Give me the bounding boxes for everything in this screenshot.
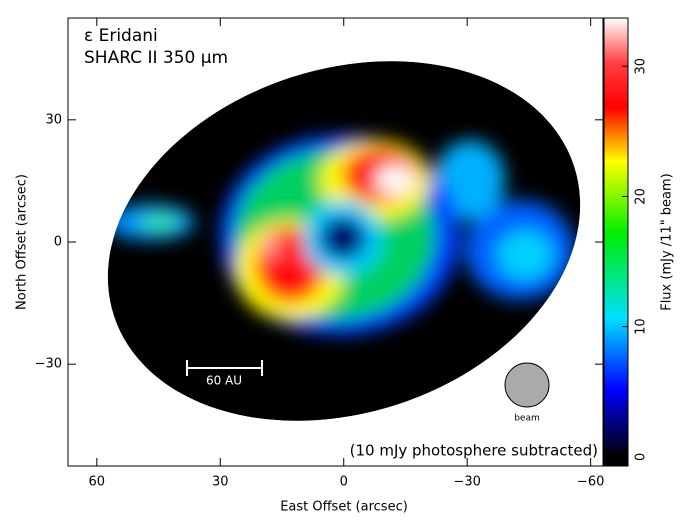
x-tick-label: −30 <box>453 475 480 490</box>
x-axis-label: East Offset (arcsec) <box>280 500 408 515</box>
note: (10 mJy photosphere subtracted) <box>350 442 598 460</box>
colorbar <box>603 17 629 467</box>
subtitle: SHARC II 350 μm <box>84 48 228 68</box>
y-tick-label: 0 <box>54 235 62 250</box>
colorbar-tick-label: 10 <box>634 318 649 335</box>
colorbar-tick-label: 20 <box>634 188 649 205</box>
colorbar-label: Flux (mJy /11" beam) <box>660 173 675 311</box>
beam-label: beam <box>514 414 540 424</box>
y-tick-label: −30 <box>35 357 62 372</box>
flux-map <box>105 61 581 421</box>
scale-label: 60 AU <box>206 374 242 388</box>
y-tick-label: 30 <box>45 112 62 127</box>
x-tick-label: 60 <box>89 475 106 490</box>
beam-circle <box>504 362 550 408</box>
x-tick-label: 30 <box>212 475 229 490</box>
colorbar-tick-label: 30 <box>634 58 649 75</box>
x-tick-label: −60 <box>577 475 604 490</box>
colorbar-tick-label: 0 <box>634 453 649 461</box>
x-tick-label: 0 <box>340 475 348 490</box>
y-axis-label: North Offset (arcsec) <box>15 174 30 310</box>
title: ε Eridani <box>84 26 158 46</box>
